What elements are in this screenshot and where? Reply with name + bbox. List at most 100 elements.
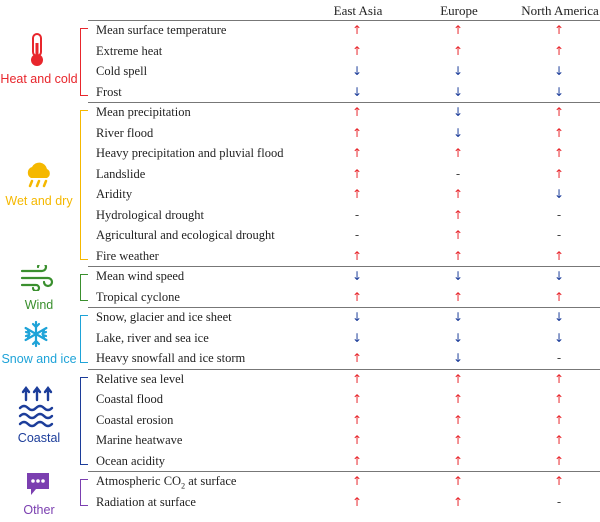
trend-down-cell: ↓ (452, 330, 464, 345)
row-label: Mean surface temperature (96, 23, 227, 37)
category-label: Snow and ice (1, 352, 77, 366)
row-label: Agricultural and ecological drought (96, 228, 275, 242)
trend-up-cell: ↑ (351, 351, 363, 365)
row-label: Atmospheric CO2 at surface (96, 474, 237, 491)
trend-up-cell: ↑ (452, 433, 464, 447)
row-label: Heavy snowfall and ice storm (96, 351, 246, 365)
category-label: Other (23, 503, 55, 517)
trend-up-cell: ↑ (351, 392, 363, 406)
trend-up-cell: ↑ (452, 146, 464, 160)
trend-up-cell: ↑ (351, 105, 363, 119)
category-label: Coastal (17, 431, 61, 445)
trend-up-cell: ↑ (553, 43, 565, 58)
trend-down-cell: ↓ (452, 125, 464, 140)
column-header-north-america: North America (521, 3, 599, 18)
trend-up-cell: ↑ (452, 43, 464, 58)
trend-down-cell: ↓ (452, 310, 464, 324)
trend-up-cell: ↑ (351, 289, 363, 304)
category-bracket (80, 479, 88, 506)
row-label: Radiation at surface (96, 494, 196, 509)
wind-icon (20, 261, 54, 296)
trend-up-cell: ↑ (553, 433, 565, 447)
category-separator (88, 368, 600, 370)
speech-bubble-icon (24, 470, 52, 503)
category-separator (88, 471, 600, 472)
category-bracket (80, 110, 88, 260)
trend-up-cell: ↑ (553, 166, 565, 181)
trend-down-cell: ↓ (553, 64, 565, 78)
row-label: Cold spell (96, 64, 148, 78)
trend-up-cell: ↑ (452, 494, 464, 509)
trend-up-cell: ↑ (553, 248, 565, 263)
category-label: Wind (24, 298, 54, 312)
row-label: Hydrological drought (96, 207, 204, 222)
trend-up-cell: ↑ (553, 474, 565, 488)
trend-down-cell: ↓ (351, 84, 363, 99)
trend-up-cell: ↑ (351, 146, 363, 160)
trend-up-cell: ↑ (351, 494, 363, 509)
trend-up-cell: ↑ (351, 371, 363, 386)
trend-up-cell: ↑ (351, 433, 363, 447)
trend-down-cell: ↓ (553, 84, 565, 99)
row-label: Tropical cyclone (96, 289, 180, 304)
trend-down-cell: ↓ (553, 310, 565, 324)
trend-up-cell: ↑ (452, 289, 464, 304)
row-label: Mean wind speed (96, 269, 185, 283)
trend-up-cell: ↑ (351, 248, 363, 263)
trend-up-cell: ↑ (452, 392, 464, 406)
trend-down-cell: ↓ (452, 84, 464, 99)
trend-up-cell: ↑ (553, 289, 565, 304)
row-label: Marine heatwave (96, 433, 183, 447)
trend-up-cell: ↑ (553, 23, 565, 37)
trend-up-cell: ↑ (351, 23, 363, 37)
trend-up-cell: ↑ (452, 412, 464, 427)
trend-down-cell: ↓ (553, 269, 565, 283)
trend-up-cell: ↑ (351, 166, 363, 181)
category-separator (88, 307, 600, 308)
trend-down-cell: ↓ (553, 187, 565, 201)
trend-up-cell: ↑ (553, 412, 565, 427)
row-label: Fire weather (96, 248, 159, 263)
trend-up-cell: ↑ (351, 125, 363, 140)
snowflake-icon (22, 320, 50, 353)
row-label: Coastal erosion (96, 412, 174, 427)
trend-up-cell: ↑ (452, 248, 464, 263)
trend-none-cell: - (354, 207, 360, 222)
trend-down-cell: ↓ (553, 330, 565, 345)
row-label: Landslide (96, 166, 146, 181)
trend-up-cell: ↑ (351, 453, 363, 468)
category-bracket (80, 274, 88, 301)
trend-up-cell: ↑ (452, 453, 464, 468)
trend-up-cell: ↑ (553, 146, 565, 160)
trend-up-cell: ↑ (452, 474, 464, 488)
row-label: Ocean acidity (96, 453, 166, 468)
trend-none-cell: - (556, 207, 562, 222)
row-label: Coastal flood (96, 392, 164, 406)
category-label: Heat and cold (0, 72, 78, 86)
row-label: Mean precipitation (96, 105, 191, 119)
trend-none-cell: - (556, 494, 562, 509)
trend-down-cell: ↓ (351, 330, 363, 345)
waves-arrows-icon (18, 386, 56, 435)
category-separator (88, 102, 600, 103)
row-label: Frost (96, 84, 122, 99)
trend-up-cell: ↑ (452, 23, 464, 37)
trend-up-cell: ↑ (452, 187, 464, 201)
category-bracket (80, 376, 88, 465)
row-label: Snow, glacier and ice sheet (96, 310, 232, 324)
trend-up-cell: ↑ (351, 412, 363, 427)
trend-up-cell: ↑ (553, 453, 565, 468)
trend-up-cell: ↑ (452, 228, 464, 242)
trend-down-cell: ↓ (351, 269, 363, 283)
trend-down-cell: ↓ (351, 310, 363, 324)
trend-down-cell: ↓ (452, 64, 464, 78)
row-label: Extreme heat (96, 43, 163, 58)
trend-none-cell: - (354, 228, 360, 242)
rain-cloud-icon (24, 162, 54, 195)
trend-none-cell: - (556, 351, 562, 365)
trend-down-cell: ↓ (452, 105, 464, 119)
trend-down-cell: ↓ (452, 351, 464, 365)
row-label: Aridity (96, 187, 133, 201)
column-header-east-asia: East Asia (333, 3, 383, 18)
trend-down-cell: ↓ (452, 269, 464, 283)
